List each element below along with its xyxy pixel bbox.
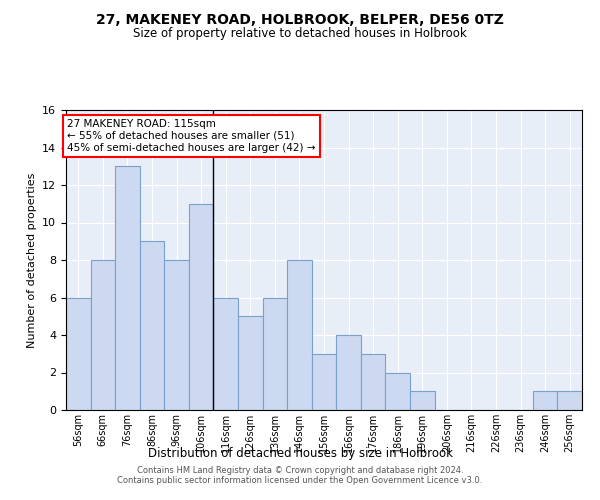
Bar (410, 391, 434, 410)
Text: Distribution of detached houses by size in Holbrook: Distribution of detached houses by size … (148, 448, 452, 460)
Bar (557, 391, 582, 410)
Bar (385, 372, 410, 410)
Bar (66, 298, 91, 410)
Bar (115, 166, 140, 410)
Bar (533, 391, 557, 410)
Bar (140, 242, 164, 410)
Bar (361, 354, 385, 410)
Text: Contains HM Land Registry data © Crown copyright and database right 2024.
Contai: Contains HM Land Registry data © Crown c… (118, 466, 482, 485)
Text: Size of property relative to detached houses in Holbrook: Size of property relative to detached ho… (133, 28, 467, 40)
Text: 27, MAKENEY ROAD, HOLBROOK, BELPER, DE56 0TZ: 27, MAKENEY ROAD, HOLBROOK, BELPER, DE56… (96, 12, 504, 26)
Bar (238, 316, 263, 410)
Bar (189, 204, 214, 410)
Bar (287, 260, 312, 410)
Y-axis label: Number of detached properties: Number of detached properties (26, 172, 37, 348)
Bar (263, 298, 287, 410)
Bar (336, 335, 361, 410)
Bar (164, 260, 189, 410)
Bar (214, 298, 238, 410)
Bar (312, 354, 336, 410)
Text: 27 MAKENEY ROAD: 115sqm
← 55% of detached houses are smaller (51)
45% of semi-de: 27 MAKENEY ROAD: 115sqm ← 55% of detache… (67, 120, 316, 152)
Bar (91, 260, 115, 410)
